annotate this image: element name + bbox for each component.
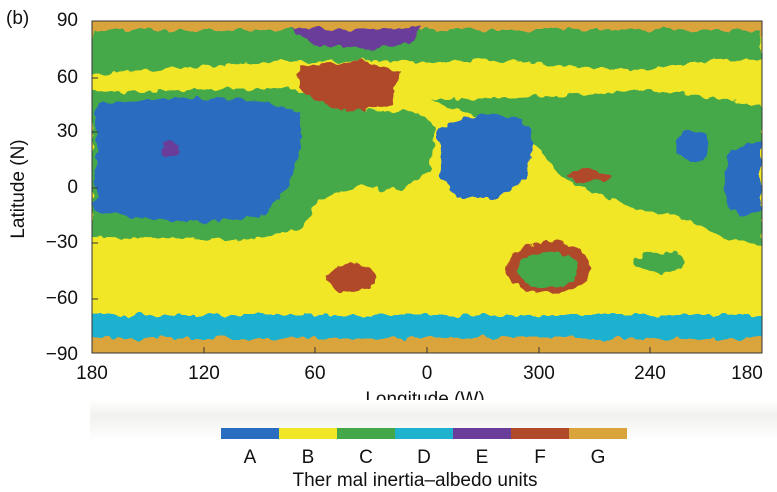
y-tick-label: −30 [45,232,78,253]
western-unit-a-region [96,98,300,222]
eastern-unit-a-crater [676,130,708,162]
legend-swatch-b [279,428,337,439]
equatorial-unit-f-streak [568,170,612,182]
legend-label-e: E [475,447,489,468]
legend-swatch-f [511,428,569,439]
legend-label-a: A [243,447,257,468]
eastern-unit-a-region [724,140,762,218]
x-tick-label: 180 [76,363,108,384]
axis-ticks [92,20,651,354]
y-tick-label: −60 [45,288,78,309]
x-tick-label: 180 [731,363,763,384]
legend-swatch-c [337,428,395,439]
legend-title: Ther mal inertia–albedo units [292,470,538,491]
y-tick-label: 90 [56,10,78,31]
thermal-inertia-albedo-map [91,20,763,354]
y-tick-label: 0 [67,177,78,198]
legend-swatch-a [221,428,279,439]
legend-label-f: F [534,447,546,468]
legend-color-bar [221,428,627,439]
x-tick-label: 120 [188,363,220,384]
legend-label-g: G [590,447,606,468]
legend-label-d: D [417,447,431,468]
x-tick-label: 240 [634,363,666,384]
x-tick-label: 60 [304,363,326,384]
legend-swatch-e [453,428,511,439]
legend-label-c: C [359,447,373,468]
northern-unit-c-band [92,30,762,74]
southern-unit-c-patch [634,252,686,272]
western-unit-e-spot [160,142,180,158]
y-tick-label: 30 [56,121,78,142]
legend-label-b: B [301,447,315,468]
panel-label: (b) [6,8,30,29]
central-unit-a-region [438,114,534,198]
argyre-unit-f-patch [328,264,376,292]
legend-swatch-d [395,428,453,439]
arabia-unit-c-region [430,90,762,246]
x-tick-label: 300 [523,363,555,384]
y-tick-label: −90 [45,344,78,365]
legend-swatch-g [569,428,627,439]
south-polar-edge [92,338,762,353]
north-unit-e-patch [290,28,420,48]
north-unit-f-patch [298,60,400,114]
hellas-unit-c-basin [518,252,578,288]
x-tick-label: 0 [421,363,433,384]
y-tick-label: 60 [56,67,78,88]
